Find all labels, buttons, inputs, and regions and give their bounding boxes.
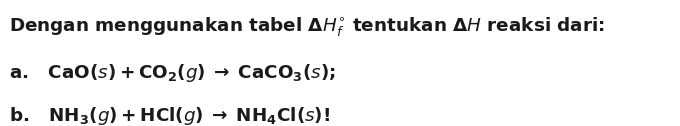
Text: Dengan menggunakan tabel $\mathbf{\Delta}\mathit{H}_{\mathit{f}}^{\circ}$ tentuk: Dengan menggunakan tabel $\mathbf{\Delta… [9,15,605,39]
Text: a.   $\mathbf{CaO(}\mathit{s}\mathbf{) + CO_{2}(}\mathit{g}\mathbf{)\;\rightarro: a. $\mathbf{CaO(}\mathit{s}\mathbf{) + C… [9,62,336,84]
Text: b.   $\mathbf{NH_{3}(}\mathit{g}\mathbf{) + HCl(}\mathit{g}\mathbf{)\;\rightarro: b. $\mathbf{NH_{3}(}\mathit{g}\mathbf{) … [9,105,330,126]
